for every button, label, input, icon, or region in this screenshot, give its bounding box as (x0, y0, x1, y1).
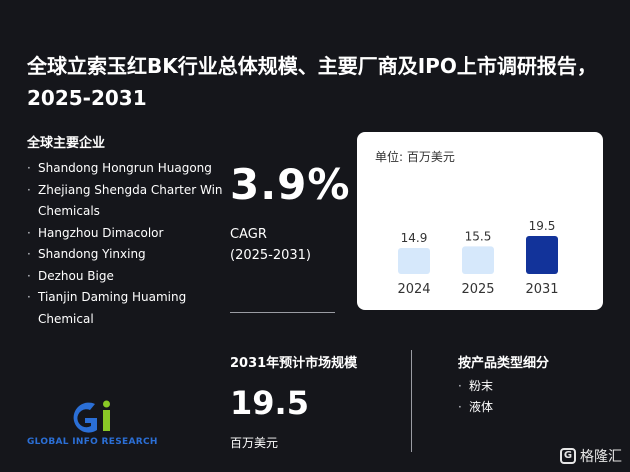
category-label: 2031 (525, 282, 558, 297)
cagr-label: CAGR (230, 227, 267, 242)
segment-list: 粉末 液体 (458, 376, 493, 418)
market-size-unit: 百万美元 (230, 436, 279, 450)
company-item: Tianjin Daming Huaming Chemical (27, 287, 227, 330)
chart-card: 单位: 百万美元 14.9 2024 15.5 2025 19.5 2031 (357, 132, 603, 310)
bar-2031 (526, 236, 558, 274)
segment-item: 液体 (458, 397, 493, 418)
report-title: 全球立索玉红BK行业总体规模、主要厂商及IPO上市调研报告，2025-2031 (27, 54, 597, 110)
chart-unit-label: 单位: 百万美元 (375, 150, 455, 164)
logo-text: GLOBAL INFO RESEARCH (27, 437, 158, 447)
market-size-heading: 2031年预计市场规模 (230, 356, 358, 371)
companies-heading: 全球主要企业 (27, 136, 106, 151)
company-item: Shandong Yinxing (27, 244, 227, 266)
company-item: Shandong Hongrun Huagong (27, 158, 227, 180)
cagr-value: 3.9% (230, 160, 351, 209)
category-label: 2024 (397, 282, 430, 297)
bar-2024 (398, 248, 430, 274)
bar-2025 (462, 246, 494, 274)
bar-chart: 14.9 2024 15.5 2025 19.5 2031 (397, 219, 558, 297)
company-item: Hangzhou Dimacolor (27, 223, 227, 245)
bar-value-label: 14.9 (401, 231, 428, 245)
cagr-period: (2025-2031) (230, 248, 312, 263)
market-size-value: 19.5 (230, 384, 309, 422)
brand-name: 格隆汇 (580, 449, 622, 465)
companies-list: Shandong Hongrun Huagong Zhejiang Shengd… (27, 158, 227, 330)
company-item: Dezhou Bige (27, 266, 227, 288)
company-item: Zhejiang Shengda Charter Win Chemicals (27, 180, 227, 223)
segment-heading: 按产品类型细分 (458, 356, 550, 371)
vertical-divider (411, 350, 412, 452)
bar-value-label: 19.5 (529, 219, 556, 233)
divider (230, 312, 335, 313)
brand-icon: G (560, 448, 576, 464)
brand-logo: G 格隆汇 (560, 446, 622, 466)
category-label: 2025 (461, 282, 494, 297)
bar-value-label: 15.5 (465, 229, 492, 243)
segment-item: 粉末 (458, 376, 493, 397)
logo-icon (73, 400, 110, 433)
